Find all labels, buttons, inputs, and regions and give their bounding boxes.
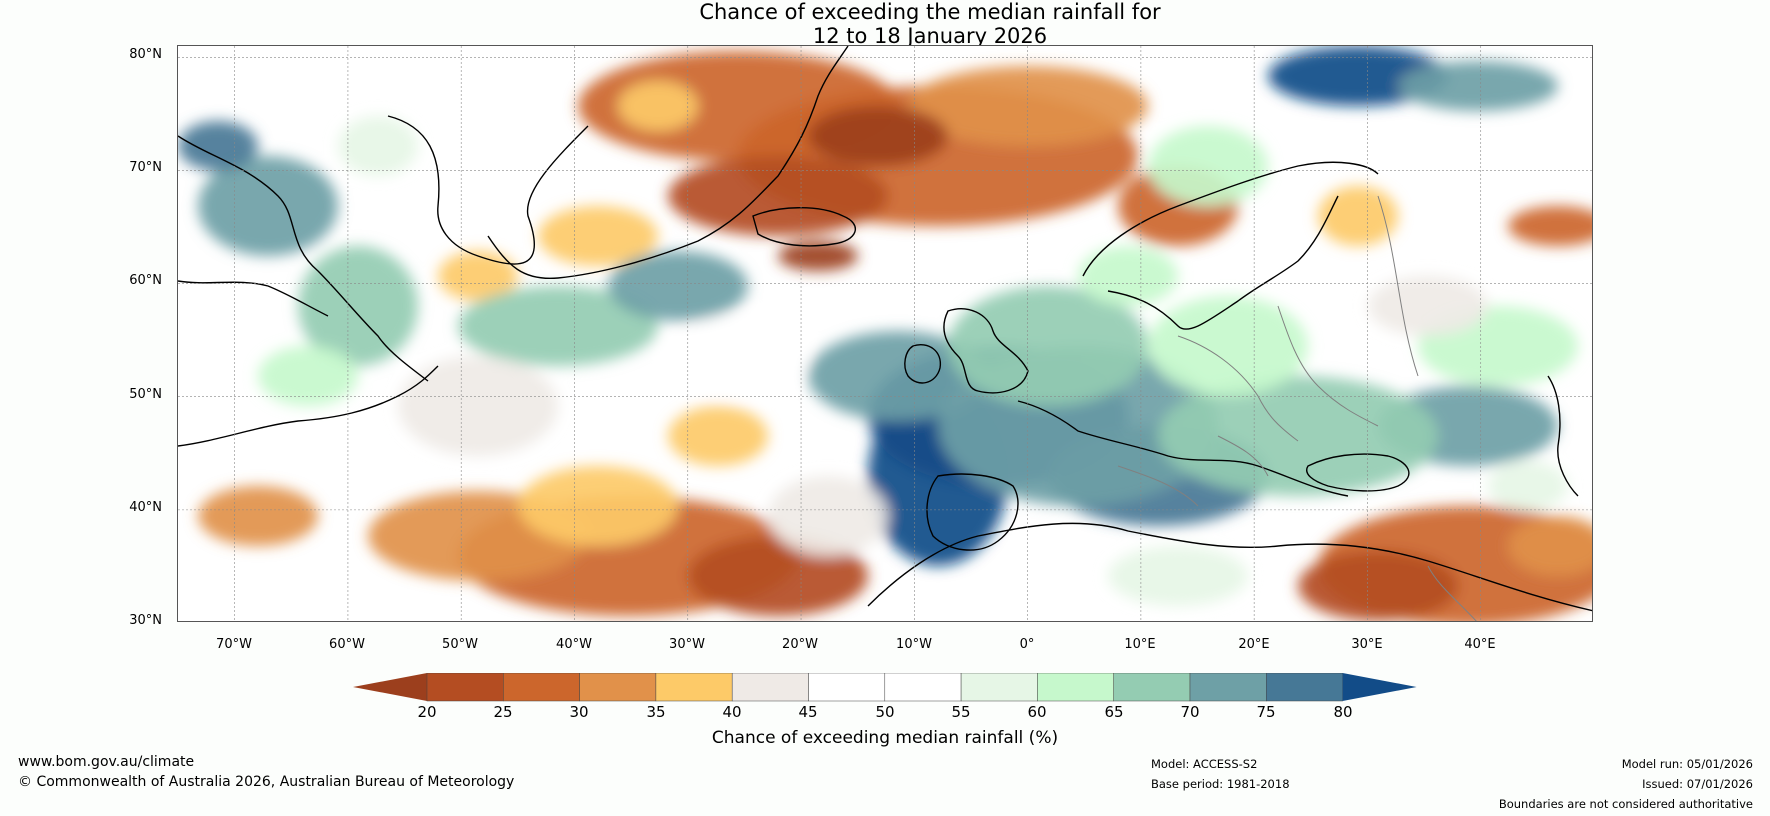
- colorbar-segment: [960, 673, 1038, 702]
- lat-label-40n: 40°N: [129, 500, 162, 515]
- rainfall-map: [178, 46, 1592, 621]
- lat-label-60n: 60°N: [129, 273, 162, 288]
- probability-blob: [948, 286, 1148, 406]
- colorbar-title: Chance of exceeding median rainfall (%): [711, 728, 1059, 748]
- probability-blob: [778, 241, 858, 271]
- probability-blob: [808, 331, 988, 421]
- footer-base-period: Base period: 1981-2018: [1151, 777, 1290, 791]
- probability-blob: [518, 466, 678, 546]
- lat-label-50n: 50°N: [129, 387, 162, 402]
- lat-label-30n: 30°N: [129, 613, 162, 628]
- colorbar-segment: [426, 673, 504, 702]
- probability-blob: [808, 106, 948, 166]
- probability-blob: [1368, 276, 1488, 336]
- probability-blob: [688, 536, 868, 616]
- probability-blob: [198, 486, 318, 546]
- lon-label-40e: 40°E: [1464, 637, 1496, 652]
- probability-blob: [438, 251, 518, 301]
- title-line-1: Chance of exceeding the median rainfall …: [699, 0, 1161, 24]
- colorbar-segment: [655, 673, 733, 702]
- lon-label-70w: 70°W: [216, 637, 252, 652]
- probability-blob: [1508, 516, 1592, 576]
- lon-label-30w: 30°W: [669, 637, 705, 652]
- colorbar-label-60: 60: [1027, 703, 1047, 721]
- colorbar-segment: [1113, 673, 1191, 702]
- probability-blob: [618, 81, 698, 131]
- probability-blob: [668, 316, 808, 396]
- colorbar-segment: [579, 673, 657, 702]
- lon-label-0: 0°: [1019, 637, 1035, 652]
- map-plot-area: [177, 45, 1593, 622]
- lon-label-20e: 20°E: [1238, 637, 1270, 652]
- lon-label-30e: 30°E: [1351, 637, 1383, 652]
- colorbar-label-35: 35: [646, 703, 666, 721]
- probability-blob: [1298, 551, 1458, 621]
- probability-blob: [258, 346, 358, 406]
- country-borders: [1117, 195, 1477, 621]
- colorbar-label-80: 80: [1333, 703, 1353, 721]
- footer-copyright: © Commonwealth of Australia 2026, Austra…: [18, 774, 515, 790]
- map-title: Chance of exceeding the median rainfall …: [0, 0, 1770, 48]
- probability-blob: [338, 116, 418, 176]
- lon-label-60w: 60°W: [329, 637, 365, 652]
- probability-blob: [1108, 546, 1248, 606]
- colorbar-segment: [1266, 673, 1343, 702]
- probability-blob: [198, 156, 338, 256]
- probability-blob: [1148, 296, 1308, 396]
- colorbar-segment: [884, 673, 962, 702]
- colorbar-label-65: 65: [1104, 703, 1124, 721]
- colorbar-segment: [731, 673, 809, 702]
- probability-blob: [1318, 186, 1398, 246]
- colorbar-label-45: 45: [798, 703, 818, 721]
- colorbar-segment: [808, 673, 886, 702]
- colorbar-label-55: 55: [951, 703, 971, 721]
- probability-blob: [668, 406, 768, 466]
- footer-issued: Issued: 07/01/2026: [1642, 777, 1753, 791]
- colorbar-label-30: 30: [569, 703, 589, 721]
- colorbar-label-75: 75: [1256, 703, 1276, 721]
- probability-blob: [608, 251, 748, 321]
- probability-blob: [538, 206, 658, 266]
- lon-label-50w: 50°W: [442, 637, 478, 652]
- colorbar: [353, 673, 1417, 702]
- probability-blob: [1488, 461, 1568, 511]
- footer-website: www.bom.gov.au/climate: [18, 754, 195, 770]
- colorbar-label-50: 50: [875, 703, 895, 721]
- lon-label-20w: 20°W: [782, 637, 818, 652]
- colorbar-label-70: 70: [1180, 703, 1200, 721]
- footer-model-run: Model run: 05/01/2026: [1621, 757, 1753, 771]
- lon-label-40w: 40°W: [556, 637, 592, 652]
- lon-label-10w: 10°W: [896, 637, 932, 652]
- probability-blob: [398, 356, 558, 456]
- probability-blob: [768, 476, 888, 556]
- probability-blob: [298, 246, 418, 366]
- probability-blob: [1508, 206, 1592, 246]
- footer-disclaimer: Boundaries are not considered authoritat…: [1498, 797, 1753, 811]
- colorbar-segment: [1037, 673, 1114, 702]
- footer-model: Model: ACCESS-S2: [1151, 757, 1258, 771]
- probability-field: [178, 46, 1592, 621]
- probability-blob: [1398, 61, 1558, 111]
- probability-blob: [1148, 126, 1268, 206]
- colorbar-arrow-low: [353, 673, 427, 701]
- colorbar-segment: [503, 673, 580, 702]
- colorbar-arrow-high: [1342, 673, 1417, 701]
- probability-blob: [668, 156, 888, 236]
- graticule: [178, 46, 1592, 621]
- title-line-2: 12 to 18 January 2026: [812, 24, 1048, 48]
- colorbar-segment: [1189, 673, 1267, 702]
- probability-blob: [458, 286, 658, 366]
- lat-label-80n: 80°N: [129, 47, 162, 62]
- probability-blob: [1158, 376, 1438, 496]
- colorbar-label-20: 20: [417, 703, 437, 721]
- lat-label-70n: 70°N: [129, 160, 162, 175]
- coastlines: [178, 46, 1592, 612]
- probability-blob: [178, 121, 258, 171]
- probability-blob: [1078, 246, 1178, 306]
- colorbar-label-40: 40: [722, 703, 742, 721]
- lon-label-10e: 10°E: [1124, 637, 1156, 652]
- probability-blob: [908, 66, 1148, 146]
- colorbar-label-25: 25: [493, 703, 513, 721]
